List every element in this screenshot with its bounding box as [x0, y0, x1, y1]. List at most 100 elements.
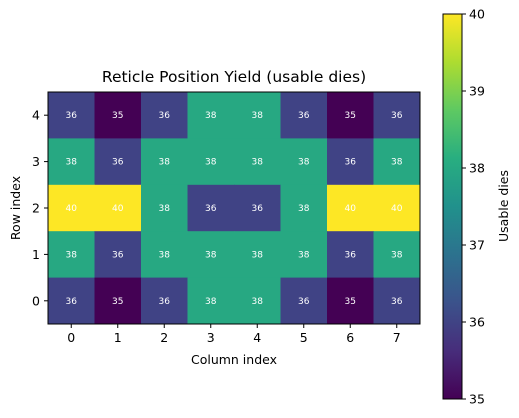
colorbar-tick-label: 38 — [469, 161, 485, 176]
cell-value-label: 38 — [205, 297, 217, 307]
cell-value-label: 38 — [298, 158, 310, 168]
heatmap-cell — [327, 138, 374, 186]
heatmap-cell — [141, 231, 188, 279]
heatmap-cell — [234, 138, 281, 186]
heatmap-cell — [187, 277, 235, 325]
cell-value-label: 40 — [391, 204, 403, 214]
cell-value-label: 36 — [159, 111, 171, 121]
heatmap-cell — [327, 277, 374, 325]
colorbar-ticks: 35 36 37 38 39 40 — [462, 7, 485, 407]
x-axis-label: Column index — [191, 352, 277, 367]
cell-value-label: 38 — [252, 158, 264, 168]
cell-value-label: 36 — [252, 204, 264, 214]
cell-value-label: 38 — [66, 250, 78, 260]
heatmap-cell — [327, 184, 374, 232]
cell-value-label: 40 — [345, 204, 357, 214]
x-tick-label: 0 — [67, 330, 75, 345]
heatmap-cell — [48, 184, 95, 232]
heatmap-cell — [373, 138, 421, 186]
cell-value-label: 38 — [391, 158, 403, 168]
heatmap-cell — [187, 92, 235, 139]
heatmap-cell — [48, 138, 95, 186]
cell-value-label: 36 — [298, 111, 310, 121]
heatmap-cell — [94, 184, 142, 232]
cell-value-label: 38 — [159, 204, 171, 214]
y-tick-label: 1 — [32, 247, 40, 262]
heatmap-cell — [280, 231, 328, 279]
heatmap-cell — [141, 184, 188, 232]
cell-value-label: 36 — [112, 158, 124, 168]
heatmap-cell — [234, 184, 281, 232]
cell-value-label: 36 — [345, 250, 357, 260]
cell-value-label: 36 — [391, 297, 403, 307]
heatmap-cell-labels: 36 35 36 38 38 36 35 36 38 36 38 38 38 38 36 38 40 40 38 36… — [66, 111, 403, 307]
heatmap-cell — [280, 184, 328, 232]
x-tick-label: 3 — [207, 330, 215, 345]
cell-value-label: 35 — [112, 111, 123, 121]
heatmap-cell — [141, 138, 188, 186]
heatmap-cell — [373, 92, 421, 139]
heatmap-cell — [234, 231, 281, 279]
y-tick-label: 0 — [32, 293, 40, 308]
heatmap-cell — [280, 277, 328, 325]
cell-value-label: 40 — [112, 204, 124, 214]
cell-value-label: 36 — [391, 111, 403, 121]
heatmap-cell — [94, 231, 142, 279]
cell-value-label: 36 — [345, 158, 357, 168]
heatmap-cell — [234, 277, 281, 325]
heatmap-cell — [141, 277, 188, 325]
colorbar-tick-label: 37 — [469, 238, 485, 253]
colorbar-tick-label: 39 — [469, 84, 485, 99]
y-tick-label: 2 — [32, 201, 40, 216]
cell-value-label: 38 — [252, 111, 264, 121]
cell-value-label: 36 — [66, 111, 78, 121]
heatmap-cell — [187, 138, 235, 186]
cell-value-label: 38 — [298, 250, 310, 260]
heatmap-cell — [48, 277, 95, 325]
colorbar-label: Usable dies — [496, 170, 511, 242]
x-tick-label: 7 — [393, 330, 401, 345]
x-tick-label: 4 — [253, 330, 261, 345]
heatmap-cell — [373, 231, 421, 279]
heatmap-cells — [48, 92, 421, 325]
y-axis-label: Row index — [8, 176, 23, 240]
x-axis-ticks: 0 1 2 3 4 5 6 7 — [67, 324, 401, 345]
cell-value-label: 36 — [66, 297, 78, 307]
heatmap-cell — [373, 277, 421, 325]
cell-value-label: 38 — [66, 158, 78, 168]
heatmap-cell — [234, 92, 281, 139]
cell-value-label: 38 — [391, 250, 403, 260]
colorbar-tick-label: 40 — [469, 7, 485, 22]
x-tick-label: 5 — [300, 330, 308, 345]
heatmap-cell — [48, 231, 95, 279]
y-axis-ticks: 0 1 2 3 4 — [32, 108, 48, 308]
cell-value-label: 35 — [345, 297, 356, 307]
heatmap-cell — [373, 184, 421, 232]
y-tick-label: 3 — [32, 154, 40, 169]
cell-value-label: 36 — [159, 297, 171, 307]
cell-value-label: 35 — [345, 111, 356, 121]
cell-value-label: 38 — [205, 111, 217, 121]
cell-value-label: 38 — [159, 250, 171, 260]
cell-value-label: 36 — [205, 204, 217, 214]
heatmap-cell — [94, 277, 142, 325]
heatmap-cell — [280, 138, 328, 186]
cell-value-label: 38 — [252, 297, 264, 307]
colorbar-tick-label: 35 — [469, 392, 485, 407]
cell-value-label: 38 — [252, 250, 264, 260]
cell-value-label: 36 — [298, 297, 310, 307]
heatmap-cell — [94, 138, 142, 186]
cell-value-label: 40 — [66, 204, 78, 214]
cell-value-label: 38 — [298, 204, 310, 214]
x-tick-label: 1 — [114, 330, 122, 345]
colorbar-tick-label: 36 — [469, 315, 485, 330]
heatmap-cell — [94, 92, 142, 139]
y-tick-label: 4 — [32, 108, 40, 123]
heatmap-cell — [187, 184, 235, 232]
heatmap-cell — [187, 231, 235, 279]
cell-value-label: 38 — [205, 158, 217, 168]
cell-value-label: 35 — [112, 297, 123, 307]
colorbar — [442, 13, 463, 400]
heatmap-cell — [327, 92, 374, 139]
